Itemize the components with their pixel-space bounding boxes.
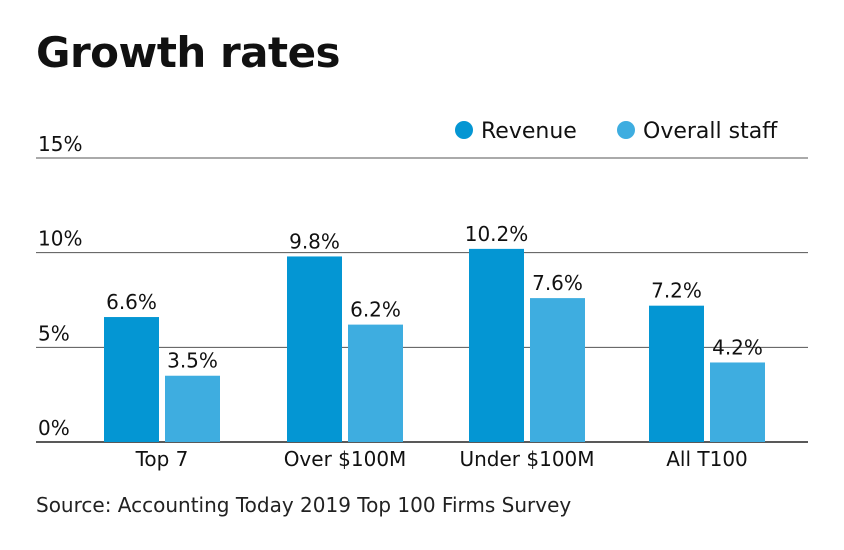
legend: Revenue Overall staff bbox=[455, 119, 778, 144]
bar-overall-staff-3 bbox=[710, 362, 765, 442]
y-tick-label: 0% bbox=[38, 416, 70, 440]
bar-revenue-2 bbox=[469, 249, 524, 442]
y-tick-label: 15% bbox=[38, 132, 82, 156]
data-label: 9.8% bbox=[289, 229, 340, 253]
bar-revenue-0 bbox=[104, 317, 159, 442]
bar-overall-staff-0 bbox=[165, 376, 220, 442]
legend-marker bbox=[455, 121, 473, 139]
category-label: All T100 bbox=[666, 447, 748, 471]
data-label: 6.6% bbox=[106, 290, 157, 314]
y-tick-label: 5% bbox=[38, 321, 70, 345]
bar-chart: 0% 5% 10% 15% 6.6% 3.5% 9.8% 6.2% 10.2% 7.6% 7.2%… bbox=[0, 0, 844, 480]
data-label: 4.2% bbox=[712, 335, 763, 359]
data-label: 7.2% bbox=[651, 279, 702, 303]
category-labels: Top 7 Over $100M Under $100M All T100 bbox=[135, 447, 748, 471]
data-label: 6.2% bbox=[350, 298, 401, 322]
data-label: 7.6% bbox=[532, 271, 583, 295]
data-label: 3.5% bbox=[167, 349, 218, 373]
y-axis-ticks: 0% 5% 10% 15% bbox=[38, 132, 82, 440]
bar-revenue-3 bbox=[649, 306, 704, 442]
data-label: 10.2% bbox=[465, 222, 529, 246]
legend-label: Revenue bbox=[481, 119, 577, 144]
category-label: Top 7 bbox=[135, 447, 189, 471]
category-label: Under $100M bbox=[459, 447, 594, 471]
legend-label: Overall staff bbox=[643, 119, 778, 144]
category-label: Over $100M bbox=[284, 447, 407, 471]
source-note: Source: Accounting Today 2019 Top 100 Fi… bbox=[36, 493, 571, 517]
y-tick-label: 10% bbox=[38, 227, 82, 251]
bar-overall-staff-2 bbox=[530, 298, 585, 442]
bar-revenue-1 bbox=[287, 256, 342, 442]
legend-marker bbox=[617, 121, 635, 139]
bar-overall-staff-1 bbox=[348, 325, 403, 442]
